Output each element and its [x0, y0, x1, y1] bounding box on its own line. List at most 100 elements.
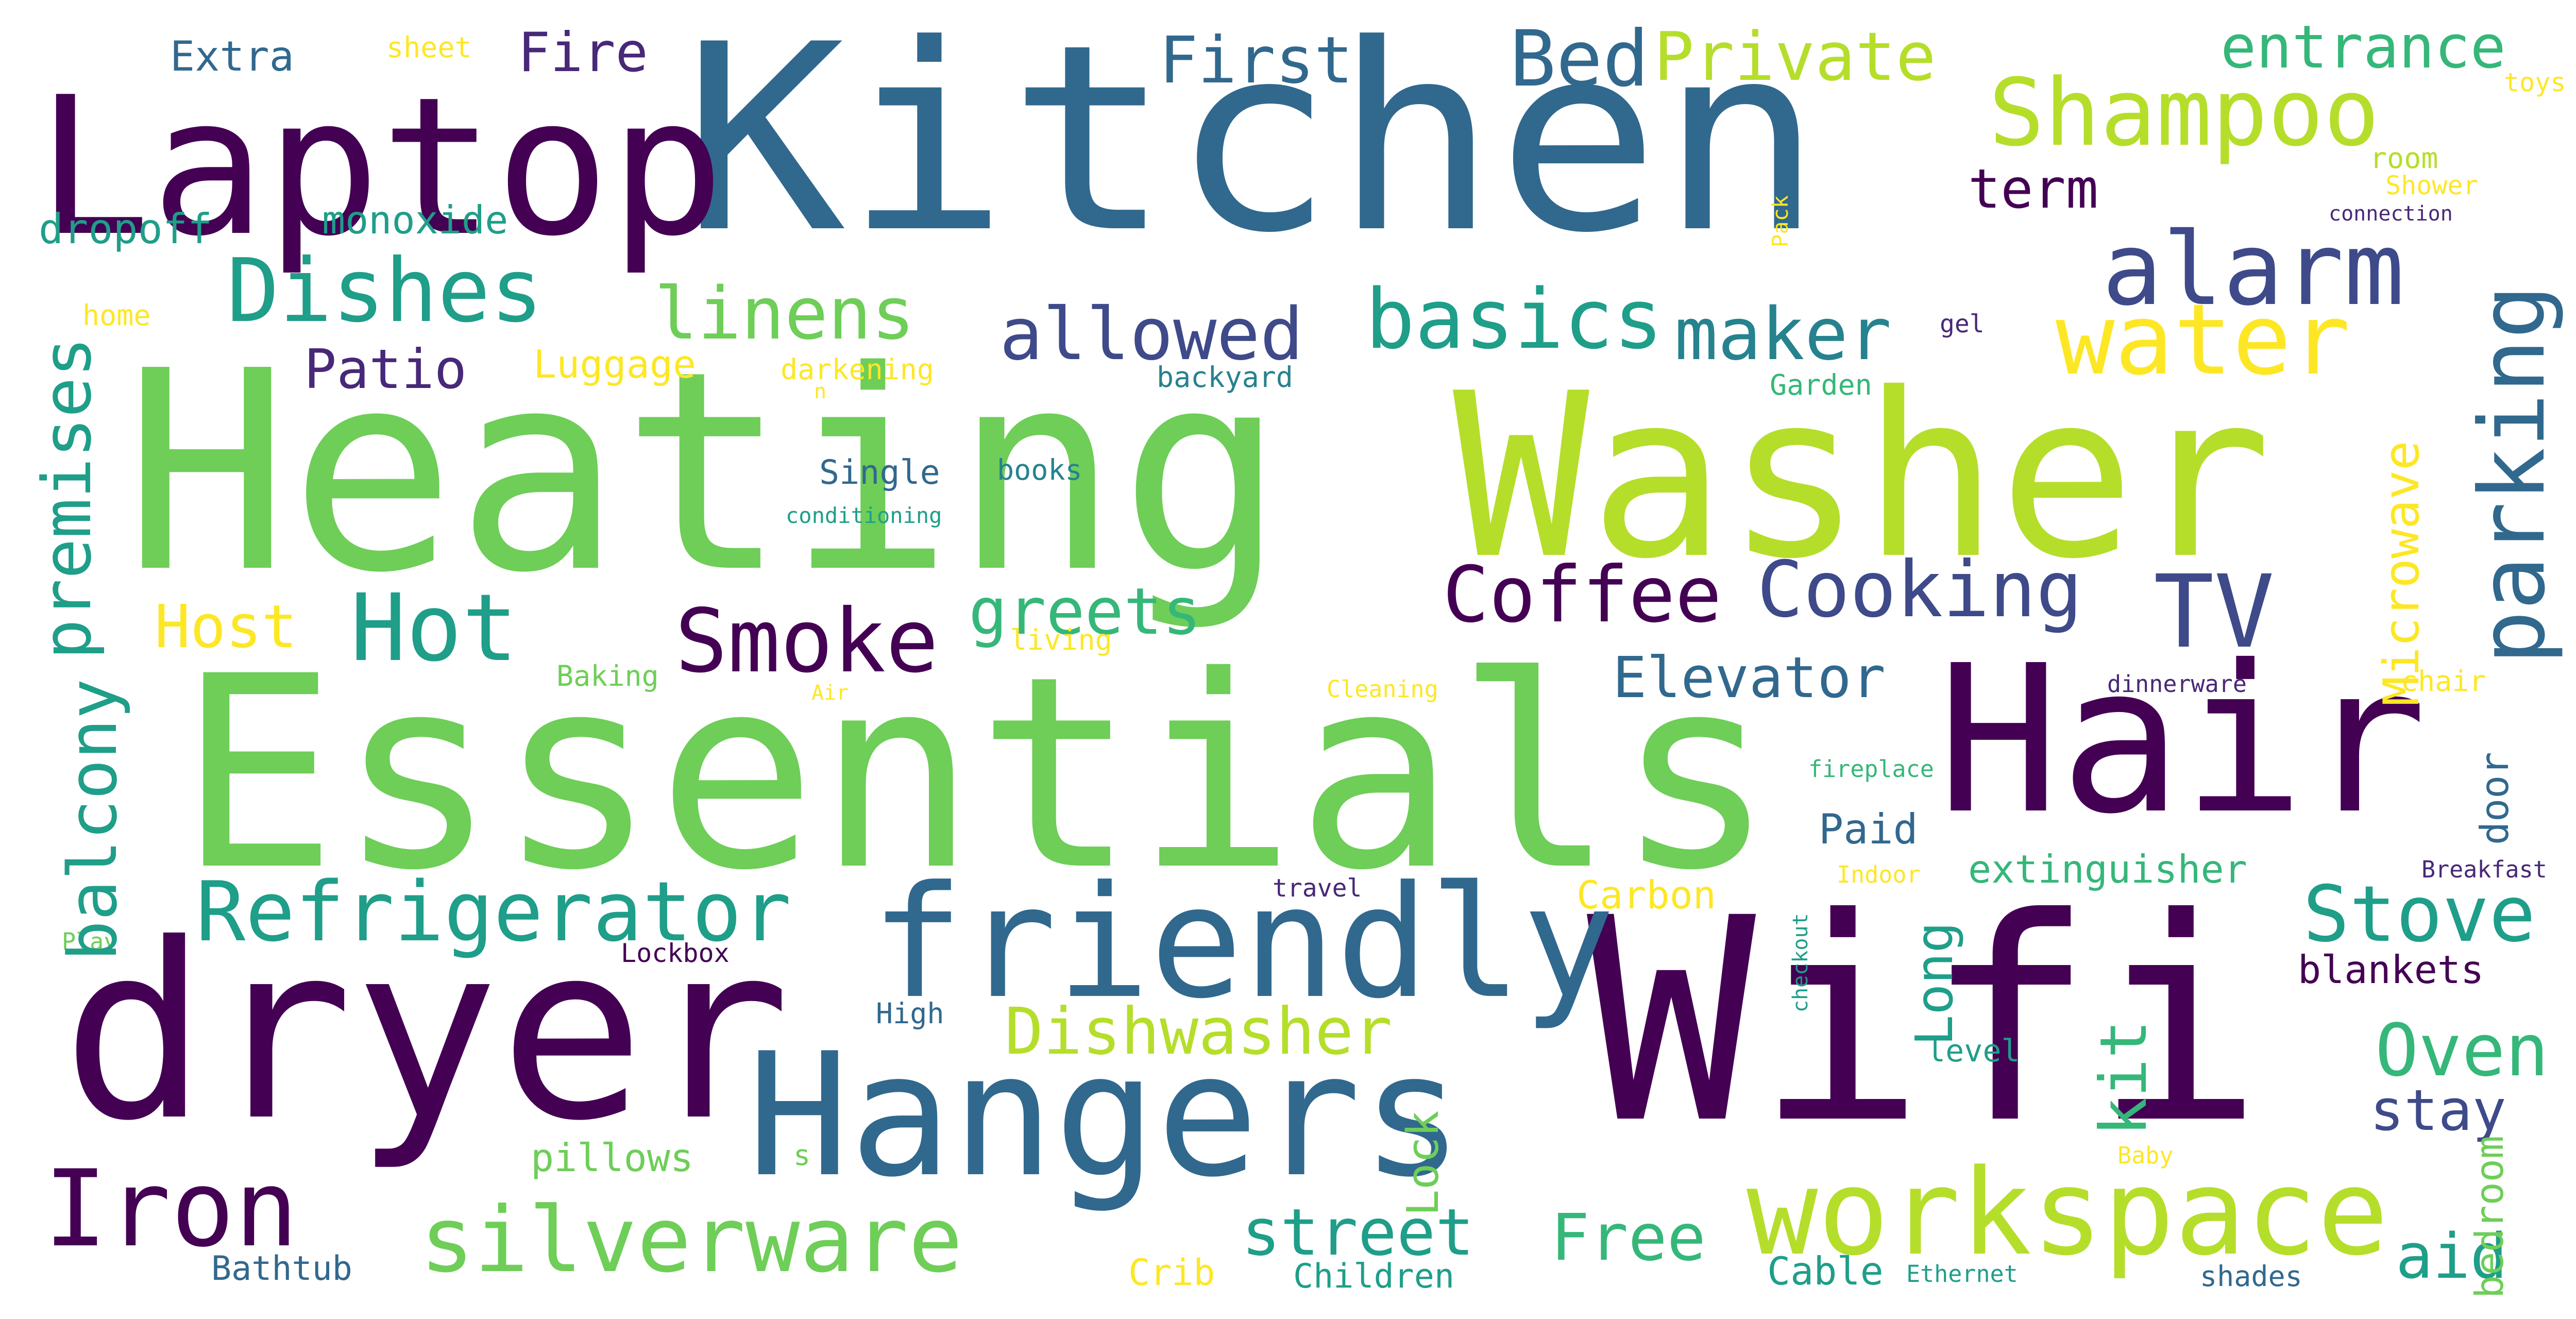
word-lock: Lock — [1398, 1110, 1449, 1216]
word-host: Host — [155, 593, 297, 662]
word-travel: travel — [1273, 874, 1362, 903]
word-fireplace: fireplace — [1808, 755, 1934, 783]
word-play: Play — [62, 928, 118, 955]
word-crib: Crib — [1128, 1252, 1215, 1294]
word-bathtub: Bathtub — [211, 1249, 352, 1288]
word-hangers: Hangers — [747, 1017, 1464, 1214]
word-premises: premises — [28, 336, 106, 660]
word-aid: aid — [2396, 1221, 2507, 1293]
word-dropoff: dropoff — [39, 205, 213, 253]
word-shades: shades — [2200, 1260, 2302, 1293]
word-home: home — [82, 299, 151, 332]
word-extra: Extra — [170, 32, 294, 80]
word-gel: gel — [1940, 310, 1985, 339]
word-indoor: Indoor — [1837, 861, 1921, 888]
word-cooking: Cooking — [1757, 545, 2083, 635]
word-lockbox: Lockbox — [621, 938, 730, 968]
word-basics: basics — [1365, 271, 1663, 367]
word-s: s — [793, 1139, 811, 1172]
word-patio: Patio — [304, 338, 467, 401]
word-elevator: Elevator — [1613, 645, 1886, 711]
word-paid: Paid — [1819, 805, 1918, 853]
word-smoke: Smoke — [675, 590, 939, 692]
word-washer: Washer — [1453, 345, 2272, 608]
word-dinnerware: dinnerware — [2107, 670, 2247, 698]
word-pillows: pillows — [531, 1135, 694, 1180]
word-blankets: blankets — [2298, 947, 2484, 992]
word-microwave: Microwave — [2374, 441, 2430, 706]
word-iron: Iron — [44, 1148, 298, 1271]
word-silverware: silverware — [420, 1188, 963, 1293]
word-bed: Bed — [1510, 14, 1649, 104]
word-oven: Oven — [2375, 1009, 2549, 1093]
word-cleaning: Cleaning — [1327, 675, 1438, 703]
word-street: street — [1242, 1195, 1475, 1270]
word-stay: stay — [2370, 1077, 2506, 1143]
word-term: term — [1968, 158, 2098, 221]
word-allowed: allowed — [999, 293, 1304, 377]
word-entrance: entrance — [2221, 13, 2506, 82]
word-dishwasher: Dishwasher — [1005, 994, 1393, 1069]
word-stove: Stove — [2303, 870, 2536, 959]
word-room: room — [2370, 142, 2438, 175]
word-shower: Shower — [2385, 171, 2479, 200]
word-parking: parking — [2461, 284, 2565, 665]
word-linens: linens — [654, 272, 915, 356]
word-friendly: friendly — [871, 853, 1615, 1033]
word-dishes: Dishes — [227, 240, 544, 342]
word-hair: Hair — [1937, 622, 2428, 859]
word-wifi: Wifi — [1587, 858, 2263, 1185]
word-children: Children — [1293, 1257, 1455, 1296]
word-free: Free — [1551, 1200, 1706, 1275]
word-long: Long — [1904, 922, 1964, 1046]
word-backyard: backyard — [1157, 361, 1293, 394]
word-darkening: darkening — [781, 353, 935, 386]
word-connection: connection — [2329, 202, 2453, 226]
word-checkout: checkout — [1789, 913, 1812, 1012]
word-toys: toys — [2504, 67, 2566, 97]
word-heating: Heating — [124, 312, 1285, 633]
word-shampoo: Shampoo — [1989, 59, 2380, 167]
word-dryer: dryer — [62, 892, 791, 1174]
word-water: water — [2056, 283, 2350, 397]
word-high: High — [876, 997, 944, 1030]
word-n: n — [814, 380, 827, 403]
word-first: First — [1159, 23, 1353, 98]
word-extinguisher: extinguisher — [1968, 847, 2247, 892]
word-maker: maker — [1674, 293, 1892, 377]
word-kit: kit — [2087, 1020, 2161, 1136]
word-balcony: balcony — [54, 679, 132, 961]
word-baking: Baking — [556, 660, 659, 692]
word-books: books — [997, 453, 1082, 486]
word-alarm: alarm — [2102, 211, 2404, 328]
word-conditioning: conditioning — [786, 503, 942, 528]
word-level: level — [1927, 1033, 2020, 1069]
word-sheet: sheet — [386, 31, 472, 64]
word-air: Air — [811, 681, 849, 705]
word-baby: Baby — [2117, 1142, 2174, 1169]
word-living: living — [1010, 623, 1112, 656]
word-chair: chair — [2401, 665, 2486, 698]
word-garden: Garden — [1770, 368, 1872, 401]
word-cable: Cable — [1767, 1248, 1884, 1294]
word-ethernet: Ethernet — [1906, 1260, 2018, 1288]
word-tv: TV — [2154, 553, 2275, 670]
word-greets: greets — [969, 574, 1201, 649]
word-private: Private — [1654, 18, 1936, 96]
word-coffee: Coffee — [1443, 550, 1722, 640]
word-pack: Pack — [1768, 195, 1793, 247]
word-laptop: Laptop — [36, 57, 725, 278]
word-monoxide: monoxide — [322, 197, 509, 243]
word-fire: Fire — [518, 21, 648, 84]
word-hot: Hot — [350, 574, 518, 682]
word-essentials: Essentials — [178, 620, 1775, 928]
word-kitchen: Kitchen — [683, 0, 1823, 289]
word-bedroom: bedroom — [2467, 1135, 2512, 1298]
word-carbon: Carbon — [1577, 872, 1716, 918]
word-refrigerator: Refrigerator — [196, 864, 791, 960]
word-door: door — [2472, 752, 2517, 845]
word-luggage: Luggage — [533, 342, 697, 387]
word-workspace: workspace — [1747, 1144, 2389, 1282]
word-breakfast: Breakfast — [2421, 856, 2547, 883]
